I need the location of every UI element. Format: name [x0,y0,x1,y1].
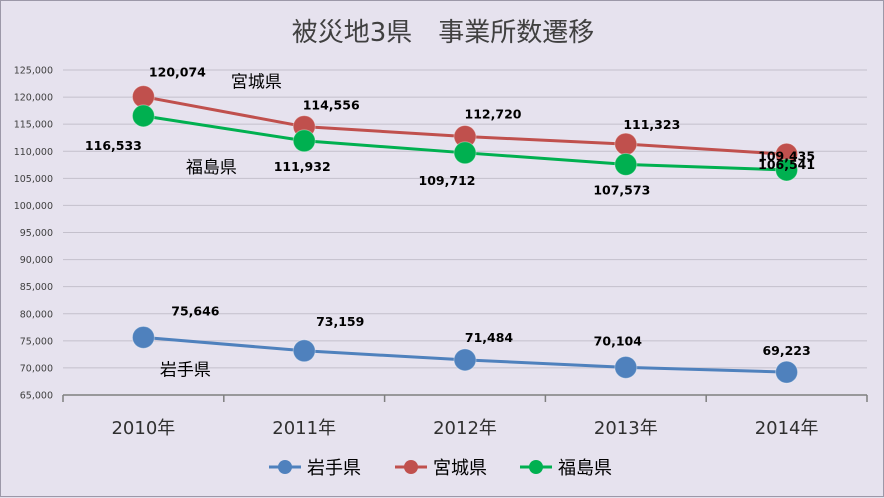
legend-item: 宮城県 [395,458,487,479]
data-label: 70,104 [594,333,643,348]
data-label: 111,323 [623,117,680,132]
y-tick-label: 95,000 [20,228,53,239]
data-point [614,132,638,156]
y-tick-label: 65,000 [20,391,53,402]
data-label: 107,573 [593,182,650,197]
data-label: 116,533 [85,138,142,153]
y-tick-label: 120,000 [14,93,53,104]
data-point [775,360,799,384]
y-tick-label: 85,000 [20,282,53,293]
series-name-label: 岩手県 [160,360,211,380]
data-label: 120,074 [149,65,206,80]
series-3 [131,104,799,182]
data-label: 111,932 [274,159,331,174]
x-tick-label: 2014年 [755,418,819,439]
data-point [131,104,155,128]
data-labels: 岩手県 75,646 73,159 71,484 70,104 69,223 宮城県 120,… [85,65,815,381]
data-point [292,339,316,363]
legend-marker [278,460,292,474]
legend-marker [404,460,418,474]
y-tick-label: 110,000 [14,147,53,158]
legend-label: 宮城県 [433,458,487,479]
data-point [453,141,477,165]
data-point [775,158,799,182]
data-label: 71,484 [465,330,514,345]
data-label: 75,646 [171,303,220,318]
x-tick-label: 2013年 [594,418,658,439]
legend-marker [529,460,543,474]
data-point [453,348,477,372]
y-tick-label: 100,000 [14,201,53,212]
legend-label: 福島県 [558,458,612,479]
axes: 65,000 70,000 75,000 80,000 85,000 90,000 95,0… [14,66,868,439]
data-point [614,355,638,379]
series-2 [131,85,799,166]
y-tick-label: 70,000 [20,363,53,374]
y-tick-label: 80,000 [20,309,53,320]
chart-title: 被災地3県 事業所数遷移 [292,18,595,48]
legend-item: 岩手県 [269,458,361,479]
x-tick-label: 2012年 [433,418,497,439]
x-tick-label: 2010年 [111,418,175,439]
data-point [131,325,155,349]
series-name-label: 福島県 [186,158,237,178]
data-label: 106,541 [758,157,815,172]
legend: 岩手県 宮城県 福島県 [269,458,612,479]
series-name-label: 宮城県 [231,73,282,93]
data-point [292,129,316,153]
data-label: 114,556 [303,98,360,113]
data-label: 109,712 [419,173,476,188]
legend-label: 岩手県 [307,458,361,479]
y-tick-label: 125,000 [14,66,53,77]
data-label: 73,159 [316,314,364,329]
series-lines [131,85,799,384]
legend-item: 福島県 [520,458,612,479]
y-tick-label: 115,000 [14,120,53,131]
x-tick-label: 2011年 [272,418,336,439]
y-tick-label: 105,000 [14,174,53,185]
data-label: 112,720 [465,107,522,122]
y-tick-label: 90,000 [20,255,53,266]
data-point [614,152,638,176]
data-label: 109,435 [758,148,815,163]
y-tick-label: 75,000 [20,336,53,347]
series-1 [131,325,799,384]
data-label: 69,223 [762,343,810,358]
